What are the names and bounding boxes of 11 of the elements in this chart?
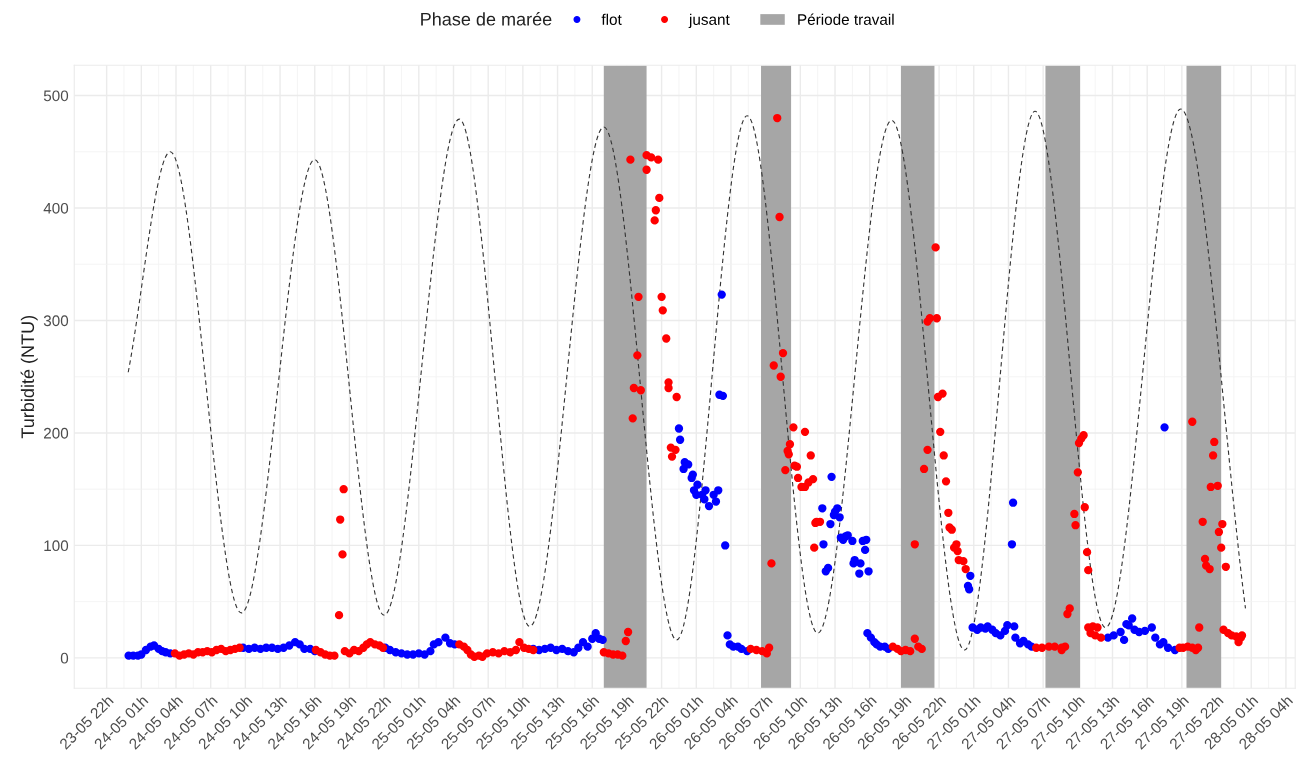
legend-title: Phase de marée <box>421 12 552 26</box>
y-tick-label: 0 <box>60 652 69 664</box>
y-tick-label: 100 <box>44 540 69 552</box>
legend-label: jusant <box>688 13 730 28</box>
y-tick-label: 200 <box>44 427 69 439</box>
legend-label: Période travail <box>798 13 894 25</box>
legend-label: flot <box>601 13 622 25</box>
y-tick-label: 300 <box>43 315 69 327</box>
y-axis-title: Turbidité (NTU) <box>20 315 38 439</box>
y-tick-label: 400 <box>43 202 69 214</box>
y-tick-label: 500 <box>43 90 69 102</box>
